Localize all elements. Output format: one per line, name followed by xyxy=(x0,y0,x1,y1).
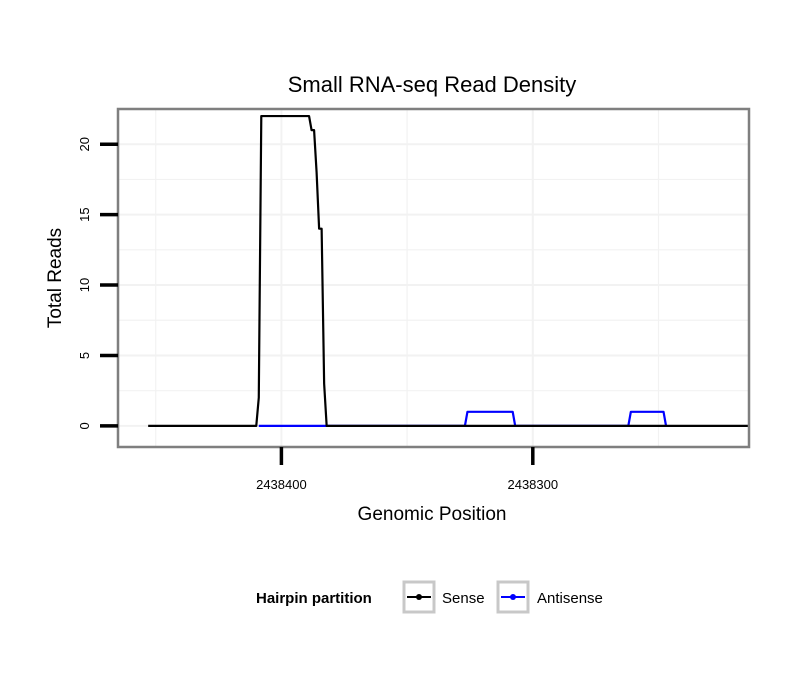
x-axis: 2438400 2438300 xyxy=(256,447,558,492)
series-line-sense xyxy=(148,114,749,427)
x-axis-title: Genomic Position xyxy=(358,504,507,525)
x-tick-label: 2438400 xyxy=(256,477,307,492)
y-tick-label: 5 xyxy=(77,352,92,359)
legend-item-antisense[interactable]: Antisense xyxy=(496,580,603,614)
legend-point-sense xyxy=(416,594,422,600)
legend-title: Hairpin partition xyxy=(256,590,372,607)
legend: Hairpin partition Sense Antisense xyxy=(256,580,603,614)
y-axis: 0 5 10 15 20 xyxy=(77,137,118,429)
plot-panel-border xyxy=(116,107,751,449)
y-tick-label: 20 xyxy=(77,137,92,151)
x-tick-label: 2438300 xyxy=(507,477,558,492)
grid xyxy=(118,109,749,447)
series-layer xyxy=(148,114,749,427)
legend-item-sense[interactable]: Sense xyxy=(402,580,485,614)
legend-point-antisense xyxy=(510,594,516,600)
legend-label-sense: Sense xyxy=(442,590,485,607)
plot-panel xyxy=(118,109,749,447)
chart-title: Small RNA-seq Read Density xyxy=(288,72,577,97)
y-tick-label: 15 xyxy=(77,207,92,221)
legend-label-antisense: Antisense xyxy=(537,590,603,607)
y-axis-title: Total Reads xyxy=(45,228,66,328)
y-tick-label: 0 xyxy=(77,422,92,429)
y-tick-label: 10 xyxy=(77,278,92,292)
